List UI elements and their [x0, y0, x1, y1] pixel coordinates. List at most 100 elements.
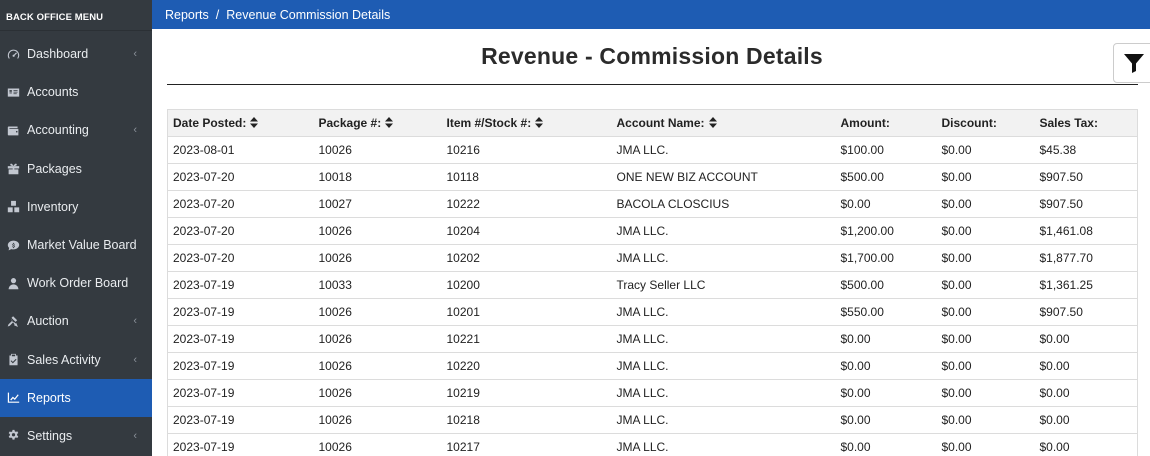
cell-sales-tax: $0.00: [1034, 352, 1138, 380]
cell-item-stock: 10221: [441, 325, 612, 353]
sidebar-item-label: Inventory: [27, 199, 79, 214]
cell-package: 10033: [313, 271, 442, 299]
cell-account-name: JMA LLC.: [611, 433, 836, 456]
gavel-icon: [6, 314, 20, 328]
boxes-icon: [6, 200, 20, 214]
cell-package: 10026: [313, 406, 442, 434]
breadcrumb-link-reports[interactable]: Reports: [165, 7, 209, 22]
column-header-item-stock[interactable]: Item #/Stock #:: [441, 109, 612, 137]
cell-date-posted: 2023-07-19: [167, 379, 314, 407]
sidebar-item-label: Reports: [27, 390, 71, 405]
sidebar-item-market-value-board[interactable]: Market Value Board: [0, 226, 152, 264]
sidebar-item-packages[interactable]: Packages: [0, 150, 152, 188]
cell-package: 10026: [313, 298, 442, 326]
cell-account-name: JMA LLC.: [611, 136, 836, 164]
column-header-sales-tax: Sales Tax:: [1034, 109, 1138, 137]
table-row[interactable]: 2023-07-19 10026 10201 JMA LLC. $550.00 $0.00…: [167, 298, 1138, 326]
table-row[interactable]: 2023-07-19 10026 10219 JMA LLC. $0.00 $0.00 $0…: [167, 379, 1138, 407]
sidebar-item-auction[interactable]: Auction ‹: [0, 302, 152, 340]
sidebar-item-settings[interactable]: Settings ‹: [0, 417, 152, 455]
cell-date-posted: 2023-07-19: [167, 298, 314, 326]
sidebar-item-work-order-board[interactable]: Work Order Board: [0, 264, 152, 302]
gear-icon: [6, 429, 20, 443]
cell-sales-tax: $1,877.70: [1034, 244, 1138, 272]
sidebar-item-inventory[interactable]: Inventory: [0, 188, 152, 226]
sidebar-item-accounts[interactable]: Accounts: [0, 73, 152, 111]
sidebar-item-label: Settings: [27, 428, 73, 443]
comment-dollar-icon: [6, 238, 20, 252]
cell-sales-tax: $907.50: [1034, 190, 1138, 218]
table-row[interactable]: 2023-07-19 10026 10221 JMA LLC. $0.00 $0.00 $0…: [167, 325, 1138, 353]
cell-item-stock: 10216: [441, 136, 612, 164]
cell-amount: $1,200.00: [835, 217, 937, 245]
cell-sales-tax: $1,461.08: [1034, 217, 1138, 245]
cell-amount: $0.00: [835, 325, 937, 353]
breadcrumb: Reports / Revenue Commission Details: [152, 0, 1150, 29]
cell-amount: $0.00: [835, 352, 937, 380]
table-row[interactable]: 2023-07-20 10026 10204 JMA LLC. $1,200.00 $0.…: [167, 217, 1138, 245]
cell-sales-tax: $0.00: [1034, 325, 1138, 353]
sidebar-item-label: Accounting: [27, 123, 89, 138]
cell-amount: $0.00: [835, 433, 937, 456]
column-header-account-name[interactable]: Account Name:: [611, 109, 836, 137]
commission-table: Date Posted: Package #: Item #/Stock #: …: [167, 109, 1138, 456]
cell-item-stock: 10202: [441, 244, 612, 272]
cell-package: 10026: [313, 217, 442, 245]
table-row[interactable]: 2023-07-19 10026 10217 JMA LLC. $0.00 $0.00 $0…: [167, 433, 1138, 456]
cell-amount: $0.00: [835, 406, 937, 434]
sidebar-item-accounting[interactable]: Accounting ‹: [0, 111, 152, 149]
wallet-icon: [6, 123, 20, 137]
cell-package: 10026: [313, 379, 442, 407]
sidebar-item-label: Market Value Board: [27, 238, 137, 253]
table-row[interactable]: 2023-07-20 10027 10222 BACOLA CLOSCIUS $0.00…: [167, 190, 1138, 218]
cell-discount: $0.00: [936, 379, 1035, 407]
chevron-left-icon: ‹: [133, 353, 137, 366]
filter-button[interactable]: [1113, 43, 1150, 83]
cell-account-name: JMA LLC.: [611, 379, 836, 407]
sidebar-item-label: Packages: [27, 161, 82, 176]
column-header-date-posted[interactable]: Date Posted:: [167, 109, 314, 137]
cell-account-name: JMA LLC.: [611, 325, 836, 353]
table-row[interactable]: 2023-07-19 10033 10200 Tracy Seller LLC $500…: [167, 271, 1138, 299]
breadcrumb-separator: /: [215, 7, 220, 22]
gift-icon: [6, 162, 20, 176]
cell-discount: $0.00: [936, 136, 1035, 164]
cell-discount: $0.00: [936, 271, 1035, 299]
cell-amount: $1,700.00: [835, 244, 937, 272]
cell-amount: $500.00: [835, 163, 937, 191]
sidebar-item-sales-activity[interactable]: Sales Activity ‹: [0, 341, 152, 379]
cell-discount: $0.00: [936, 406, 1035, 434]
cell-item-stock: 10218: [441, 406, 612, 434]
table-row[interactable]: 2023-08-01 10026 10216 JMA LLC. $100.00 $0.00…: [167, 136, 1138, 164]
cell-item-stock: 10204: [441, 217, 612, 245]
cell-date-posted: 2023-07-20: [167, 244, 314, 272]
cell-amount: $0.00: [835, 379, 937, 407]
cell-item-stock: 10200: [441, 271, 612, 299]
sidebar-item-reports[interactable]: Reports: [0, 378, 152, 417]
table-row[interactable]: 2023-07-19 10026 10220 JMA LLC. $0.00 $0.00 $0…: [167, 352, 1138, 380]
cell-item-stock: 10222: [441, 190, 612, 218]
table-row[interactable]: 2023-07-20 10026 10202 JMA LLC. $1,700.00 $0.…: [167, 244, 1138, 272]
chart-line-icon: [6, 391, 20, 405]
table-row[interactable]: 2023-07-20 10018 10118 ONE NEW BIZ ACCOUNT $…: [167, 163, 1138, 191]
cell-account-name: Tracy Seller LLC: [611, 271, 836, 299]
sidebar-item-dashboard[interactable]: Dashboard ‹: [0, 35, 152, 73]
cell-item-stock: 10217: [441, 433, 612, 456]
cell-discount: $0.00: [936, 217, 1035, 245]
cell-item-stock: 10220: [441, 352, 612, 380]
sort-icon: [385, 117, 394, 128]
cell-account-name: ONE NEW BIZ ACCOUNT: [611, 163, 836, 191]
sort-icon: [535, 117, 544, 128]
cell-date-posted: 2023-07-19: [167, 325, 314, 353]
column-header-discount: Discount:: [936, 109, 1035, 137]
filter-icon: [1124, 54, 1144, 73]
column-header-package[interactable]: Package #:: [313, 109, 442, 137]
gauge-icon: [6, 47, 20, 61]
table-row[interactable]: 2023-07-19 10026 10218 JMA LLC. $0.00 $0.00 $0…: [167, 406, 1138, 434]
sidebar-nav: Dashboard ‹ Accounts Accounting ‹: [0, 35, 152, 455]
cell-amount: $100.00: [835, 136, 937, 164]
cell-discount: $0.00: [936, 352, 1035, 380]
cell-sales-tax: $1,361.25: [1034, 271, 1138, 299]
chevron-left-icon: ‹: [133, 315, 137, 328]
